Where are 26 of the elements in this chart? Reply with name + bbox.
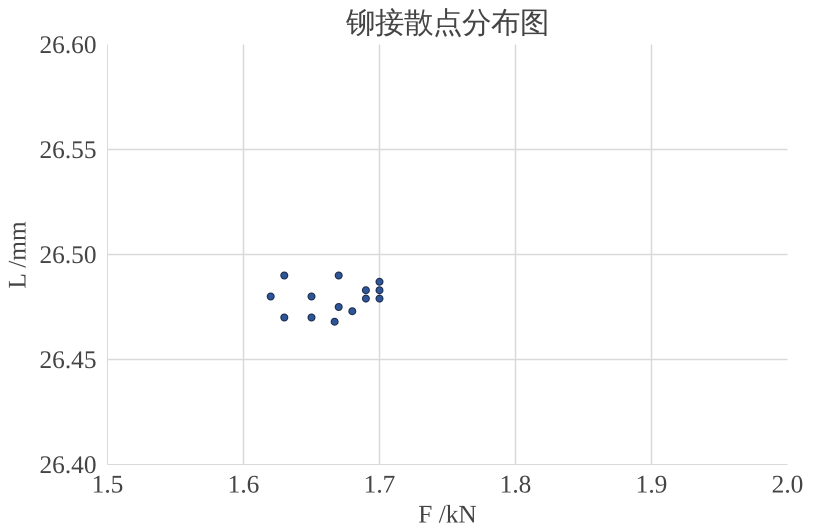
point xyxy=(376,294,384,303)
point xyxy=(308,314,316,322)
point xyxy=(330,318,339,326)
x-axis-title: F /kN xyxy=(418,500,477,528)
point xyxy=(334,272,343,280)
y-tick-label: 26.60 xyxy=(40,31,97,59)
point xyxy=(376,286,384,294)
y-tick-label: 26.45 xyxy=(40,346,97,374)
point xyxy=(266,292,275,300)
point xyxy=(362,294,370,303)
y-axis-title: L /mm xyxy=(4,221,32,289)
point xyxy=(280,314,288,322)
x-tick-label: 2.0 xyxy=(772,470,804,498)
point xyxy=(362,286,370,294)
x-tick-label: 1.7 xyxy=(364,470,396,498)
y-tick-label: 26.50 xyxy=(40,241,97,269)
point xyxy=(348,307,356,316)
x-tick-label: 1.9 xyxy=(636,470,668,498)
point xyxy=(308,292,316,300)
y-tick-label: 26.55 xyxy=(40,136,97,164)
chart-title: 铆接散点分布图 xyxy=(345,8,549,40)
point xyxy=(334,303,343,311)
point xyxy=(280,272,288,280)
x-tick-label: 1.6 xyxy=(228,470,260,498)
x-tick-label: 1.8 xyxy=(500,470,532,498)
point xyxy=(376,278,384,286)
